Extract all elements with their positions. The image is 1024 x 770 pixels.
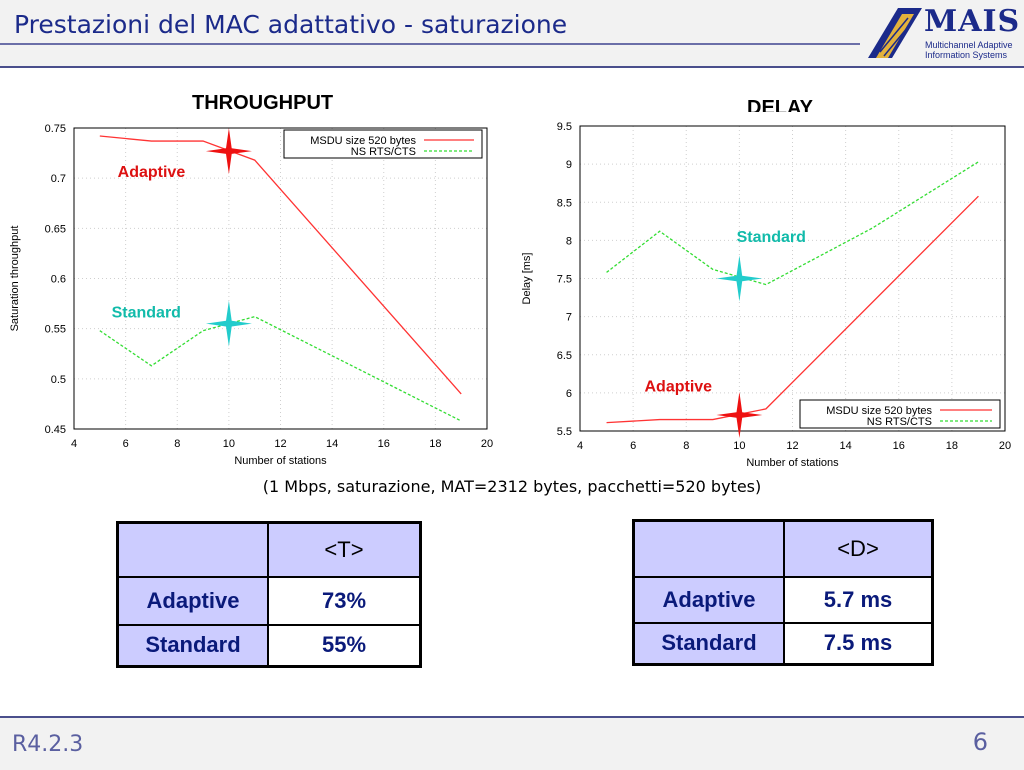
legend-label: NS RTS/CTS bbox=[867, 416, 932, 428]
y-tick-label: 0.65 bbox=[45, 223, 66, 235]
y-tick-label: 0.7 bbox=[51, 173, 66, 185]
delay-table-header: <D> bbox=[783, 519, 934, 578]
slide-footer: R4.2.3 6 bbox=[0, 716, 1024, 770]
throughput-row-label: Adaptive bbox=[116, 575, 269, 626]
footer-code: R4.2.3 bbox=[12, 732, 84, 757]
x-tick-label: 14 bbox=[326, 438, 338, 450]
delay-row-label: Adaptive bbox=[632, 575, 785, 624]
y-tick-label: 0.6 bbox=[51, 274, 66, 286]
logo-subtitle-line-1: Multichannel Adaptive bbox=[925, 40, 1013, 50]
legend-box bbox=[799, 399, 1001, 429]
x-axis-label: Number of stations bbox=[746, 457, 839, 469]
throughput-row-label: Standard bbox=[116, 623, 269, 668]
y-tick-label: 0.45 bbox=[45, 424, 66, 436]
chart-annotation: Adaptive bbox=[644, 378, 712, 395]
x-tick-label: 14 bbox=[840, 440, 852, 452]
y-tick-label: 7 bbox=[566, 312, 572, 324]
table-row: Standard 55% bbox=[116, 623, 422, 668]
x-tick-label: 10 bbox=[733, 440, 745, 452]
y-tick-label: 9.5 bbox=[557, 121, 572, 133]
x-tick-label: 20 bbox=[999, 440, 1011, 452]
legend-label: MSDU size 520 bytes bbox=[826, 405, 932, 417]
chart-annotation: Adaptive bbox=[118, 164, 186, 181]
x-tick-label: 6 bbox=[630, 440, 636, 452]
y-tick-label: 0.75 bbox=[45, 123, 66, 135]
throughput-table-header-row: <T> bbox=[116, 521, 422, 578]
slide-title: Prestazioni del MAC adattativo - saturaz… bbox=[14, 10, 568, 39]
y-tick-label: 8 bbox=[566, 235, 572, 247]
y-tick-label: 5.5 bbox=[557, 426, 572, 438]
slide-header: Prestazioni del MAC adattativo - saturaz… bbox=[0, 0, 1024, 68]
throughput-table-header: <T> bbox=[267, 521, 422, 578]
throughput-row-value: 55% bbox=[267, 623, 422, 668]
throughput-table-corner bbox=[116, 521, 269, 578]
logo-subtitle: Multichannel Adaptive Information System… bbox=[925, 40, 1013, 60]
delay-table: <D> Adaptive 5.7 ms Standard 7.5 ms bbox=[632, 519, 934, 666]
delay-row-value: 5.7 ms bbox=[783, 575, 934, 624]
y-tick-label: 7.5 bbox=[557, 274, 572, 286]
delay-table-header-row: <D> bbox=[632, 519, 934, 578]
logo-name: MAIS bbox=[924, 4, 1021, 39]
plot-frame bbox=[579, 125, 1006, 432]
delay-table-corner bbox=[632, 519, 785, 578]
y-axis-label: Saturation throughput bbox=[9, 226, 21, 332]
table-row: Standard 7.5 ms bbox=[632, 621, 934, 666]
y-tick-label: 6 bbox=[566, 388, 572, 400]
y-tick-label: 6.5 bbox=[557, 350, 572, 362]
series-line bbox=[99, 315, 462, 422]
x-tick-label: 16 bbox=[378, 438, 390, 450]
delay-row-label: Standard bbox=[632, 621, 785, 666]
chart-caption: (1 Mbps, saturazione, MAT=2312 bytes, pa… bbox=[262, 477, 762, 496]
star-marker bbox=[205, 300, 252, 347]
x-tick-label: 12 bbox=[274, 438, 286, 450]
legend-box bbox=[283, 129, 483, 159]
x-tick-label: 8 bbox=[683, 440, 689, 452]
x-tick-label: 6 bbox=[123, 438, 129, 450]
mais-logo: MAIS Multichannel Adaptive Information S… bbox=[868, 4, 1021, 60]
series-line bbox=[606, 195, 979, 424]
x-tick-label: 20 bbox=[481, 438, 493, 450]
throughput-chart: 4 6 8 10 12 14 16 18 20 0.45 0.5 0.55 0.6 0.65 0.7 0.75… bbox=[6, 114, 500, 470]
chart-annotation: Standard bbox=[737, 229, 806, 246]
page-number: 6 bbox=[972, 728, 988, 756]
x-tick-label: 16 bbox=[893, 440, 905, 452]
y-tick-label: 8.5 bbox=[557, 197, 572, 209]
throughput-row-value: 73% bbox=[267, 575, 422, 626]
y-tick-label: 9 bbox=[566, 159, 572, 171]
header-rule bbox=[0, 43, 860, 45]
x-tick-label: 4 bbox=[577, 440, 583, 452]
logo-subtitle-line-2: Information Systems bbox=[925, 50, 1008, 60]
star-marker bbox=[205, 128, 252, 175]
chart-annotation: Standard bbox=[112, 305, 181, 322]
logo-mark-icon bbox=[868, 8, 922, 58]
table-row: Adaptive 5.7 ms bbox=[632, 575, 934, 624]
throughput-table: <T> Adaptive 73% Standard 55% bbox=[116, 521, 422, 668]
star-marker bbox=[716, 392, 763, 438]
series-line bbox=[99, 135, 462, 395]
delay-chart: 4 6 8 10 12 14 16 18 20 5.5 6 6.5 7 7.5 8 8.5 9 9.5 Number… bbox=[516, 112, 1016, 474]
x-tick-label: 12 bbox=[786, 440, 798, 452]
legend-label: MSDU size 520 bytes bbox=[310, 135, 416, 147]
x-tick-label: 10 bbox=[223, 438, 235, 450]
table-row: Adaptive 73% bbox=[116, 575, 422, 626]
x-axis-label: Number of stations bbox=[234, 455, 327, 467]
plot-frame bbox=[73, 127, 488, 430]
y-tick-label: 0.55 bbox=[45, 324, 66, 336]
legend-label: NS RTS/CTS bbox=[351, 146, 416, 158]
star-marker bbox=[716, 255, 763, 302]
x-tick-label: 8 bbox=[174, 438, 180, 450]
delay-row-value: 7.5 ms bbox=[783, 621, 934, 666]
x-tick-label: 18 bbox=[946, 440, 958, 452]
throughput-chart-title: THROUGHPUT bbox=[192, 92, 334, 114]
y-tick-label: 0.5 bbox=[51, 374, 66, 386]
x-tick-label: 4 bbox=[71, 438, 77, 450]
x-tick-label: 18 bbox=[429, 438, 441, 450]
y-axis-label: Delay [ms] bbox=[521, 253, 533, 305]
